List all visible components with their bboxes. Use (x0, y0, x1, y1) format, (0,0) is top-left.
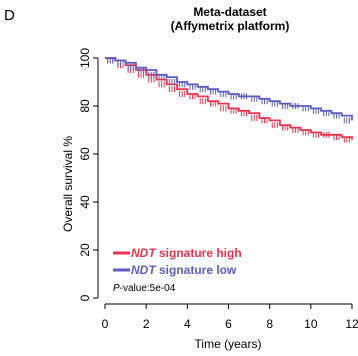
legend: NDT signature high NDT signature low P-v… (113, 246, 242, 294)
y-tick-label: 100 (78, 48, 92, 68)
series-line-1 (105, 57, 353, 121)
panel-label: D (4, 7, 15, 24)
x-tick-label: 8 (266, 317, 273, 331)
x-tick-label: 2 (143, 317, 150, 331)
series-line-0 (105, 57, 353, 140)
y-tick-label: 80 (78, 99, 92, 113)
series-layer (105, 57, 353, 143)
p-value-italic: P (113, 283, 120, 294)
legend-entry-high: NDT signature high (131, 246, 242, 260)
x-axis-label: Time (years) (195, 337, 262, 351)
legend-high-italic: NDT (131, 246, 157, 260)
x-tick-label: 10 (304, 317, 318, 331)
legend-low-rest: signature low (156, 263, 237, 277)
y-tick-label: 0 (78, 294, 92, 301)
y-tick-label: 60 (78, 147, 92, 161)
p-value-label: P-value:5e-04 (113, 283, 176, 294)
legend-high-rest: signature high (156, 246, 242, 260)
x-tick-label: 0 (102, 317, 109, 331)
y-axis: 0 20 40 60 80 100 (78, 48, 99, 301)
x-tick-label: 6 (225, 317, 232, 331)
x-axis: 0 2 4 6 8 10 12 (102, 303, 358, 331)
x-tick-label: 12 (345, 317, 358, 331)
x-tick-label: 4 (184, 317, 191, 331)
legend-low-italic: NDT (131, 263, 157, 277)
y-tick-label: 40 (78, 195, 92, 209)
chart-title-line1: Meta-dataset (193, 5, 266, 19)
chart-title-line2: (Affymetrix platform) (171, 19, 290, 33)
y-axis-label: Overall survival % (61, 136, 75, 232)
y-tick-label: 20 (78, 243, 92, 257)
p-value-rest: -value:5e-04 (120, 283, 176, 294)
legend-entry-low: NDT signature low (131, 263, 237, 277)
